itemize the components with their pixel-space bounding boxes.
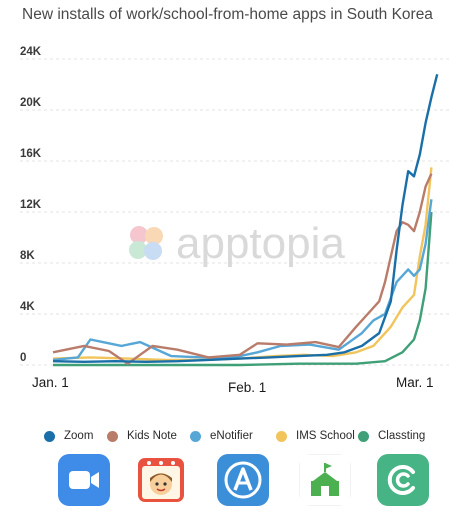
legend-swatch [276,430,287,442]
legend-label: eNotifier [210,430,253,442]
series-line-zoom [52,74,439,363]
y-tick-label: 16K [20,148,42,160]
grid-lines [20,58,452,366]
x-axis-ticks: Jan. 1 Feb. 1 Mar. 1 [32,375,434,395]
enotifier-app-icon [217,454,269,506]
legend-swatch [107,430,118,442]
x-tick-label: Mar. 1 [396,375,434,390]
series-line-ims-school [52,167,433,362]
legend-label: Zoom [64,430,94,442]
legend-item-zoom: Zoom [44,430,93,442]
line-chart: apptopia 0 4K 8K 12K 16K 20K 24K Jan. 1 Feb. 1 M… [20,46,452,395]
x-tick-label: Jan. 1 [32,375,69,390]
legend-swatch [358,430,369,442]
legend-item-enotifier: eNotifier [190,430,253,442]
legend-item-ims-school: IMS School [276,430,355,442]
apptopia-watermark: apptopia [129,219,345,268]
legend-label: Classting [378,430,426,442]
x-tick-label: Feb. 1 [228,380,266,395]
series-line-kids-note [52,173,433,365]
legend-item-classting: Classting [358,430,425,442]
zoom-app-icon [58,454,110,506]
y-tick-label: 20K [20,97,42,109]
series-line-enotifier [52,199,433,362]
legend: Zoom Kids Note eNotifier IMS School Classtin… [0,430,474,450]
series-lines [52,74,439,367]
legend-label: Kids Note [127,430,177,442]
chart-title: New installs of work/school-from-home ap… [22,6,433,23]
legend-item-kids-note: Kids Note [107,430,177,442]
y-tick-label: 24K [20,46,42,58]
y-tick-label: 4K [20,301,35,313]
y-tick-label: 0 [20,352,26,364]
ims-school-app-icon [299,454,351,506]
legend-swatch [190,430,201,442]
y-tick-label: 12K [20,199,42,211]
kids-note-app-icon [135,454,187,506]
y-tick-label: 8K [20,250,35,262]
y-axis-ticks: 0 4K 8K 12K 16K 20K 24K [20,46,42,364]
apptopia-logo-icon [129,226,163,260]
watermark-text: apptopia [176,219,345,268]
legend-swatch [44,430,55,442]
series-line-classting [53,211,433,367]
classting-app-icon [377,454,429,506]
legend-label: IMS School [296,430,355,442]
